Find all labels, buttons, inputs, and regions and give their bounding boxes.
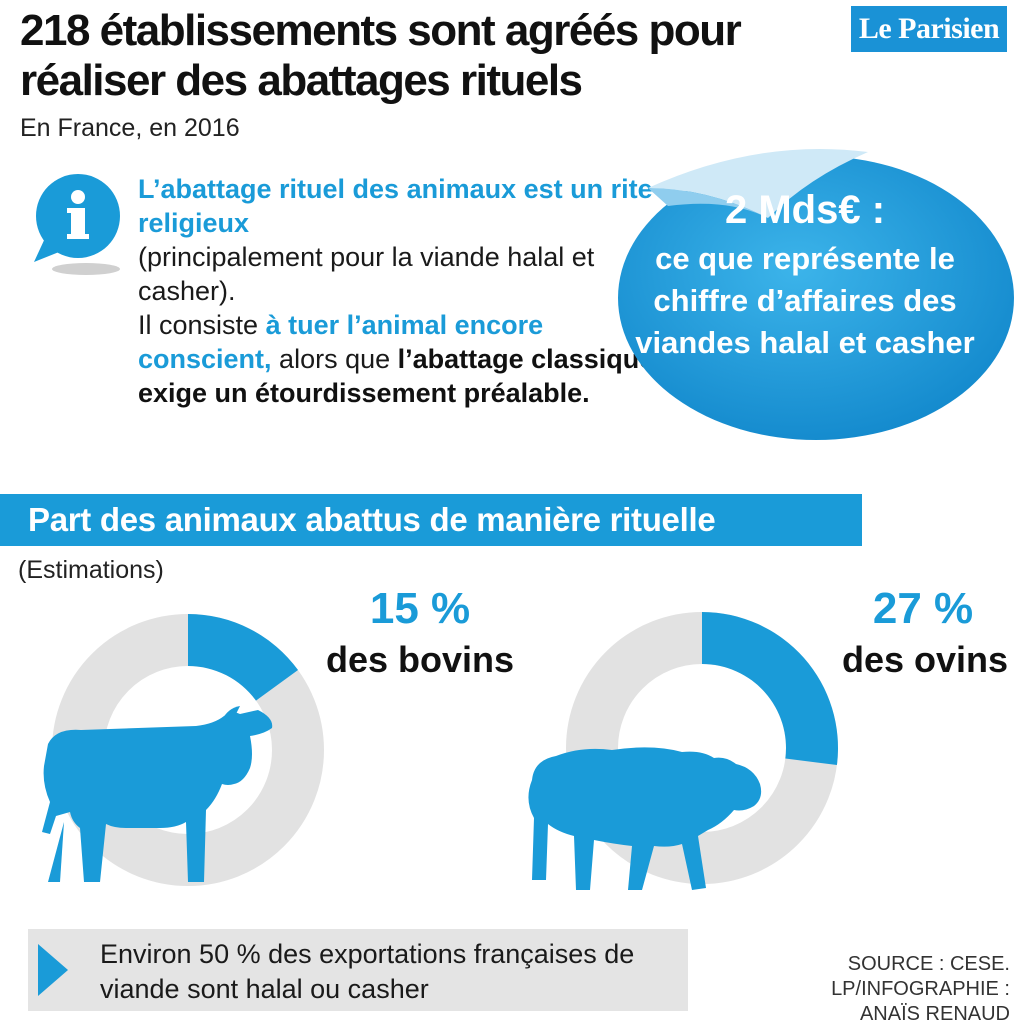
section-banner-title: Part des animaux abattus de manière ritu…: [28, 501, 716, 538]
info-text-mid: alors que: [271, 344, 398, 374]
badge-circle: [618, 148, 1014, 440]
badge-text: 2 Mds€ : ce que représente le chiffre d’…: [620, 186, 990, 364]
page-subtitle: En France, en 2016: [20, 114, 240, 142]
source-line-3: ANAÏS RENAUD: [859, 1003, 1010, 1025]
arrow-right-icon: [38, 944, 68, 996]
donut-slice-bovins: [188, 614, 299, 701]
info-icon: [34, 174, 120, 275]
page-title: 218 établissements sont agréés pour réal…: [20, 6, 742, 105]
info-highlight-classic: l’abattage classique exige un étourdisse…: [138, 344, 655, 408]
info-text: L’abattage rituel des animaux est un rit…: [138, 172, 658, 410]
le-parisien-logo: Le Parisien: [851, 6, 1007, 52]
pct-ovins: 27 %: [872, 584, 974, 633]
badge-amount: 2 Mds€ :: [724, 188, 886, 232]
info-highlight-rite: L’abattage rituel des animaux est un rit…: [138, 174, 653, 238]
info-text-start: Il consiste: [138, 310, 266, 340]
pct-bovins: 15 %: [369, 584, 471, 633]
estimations-note: (Estimations): [18, 556, 164, 584]
label-ovins: des ovins: [841, 639, 1009, 680]
sheep-icon: [528, 747, 762, 890]
label-bovins: des bovins: [325, 639, 515, 680]
source-line-2: LP/INFOGRAPHIE :: [831, 978, 1010, 1000]
donut-chart-ovins: [566, 612, 838, 884]
donut-slice-ovins: [702, 612, 838, 766]
source-credit: SOURCE : CESE. LP/INFOGRAPHIE : ANAÏS RE…: [790, 952, 1010, 1027]
info-parenthetical: (principalement pour la viande halal et …: [138, 242, 595, 306]
section-banner: [0, 494, 862, 546]
info-highlight-conscious: à tuer l’animal encore conscient,: [138, 310, 544, 374]
footer-text: Environ 50 % des exportations françaises…: [100, 939, 635, 1004]
cow-icon: [42, 706, 273, 882]
source-line-1: SOURCE : CESE.: [847, 953, 1010, 975]
footer-box: [28, 929, 688, 1011]
badge-description: ce que représente le chiffre d’affaires …: [635, 241, 975, 360]
